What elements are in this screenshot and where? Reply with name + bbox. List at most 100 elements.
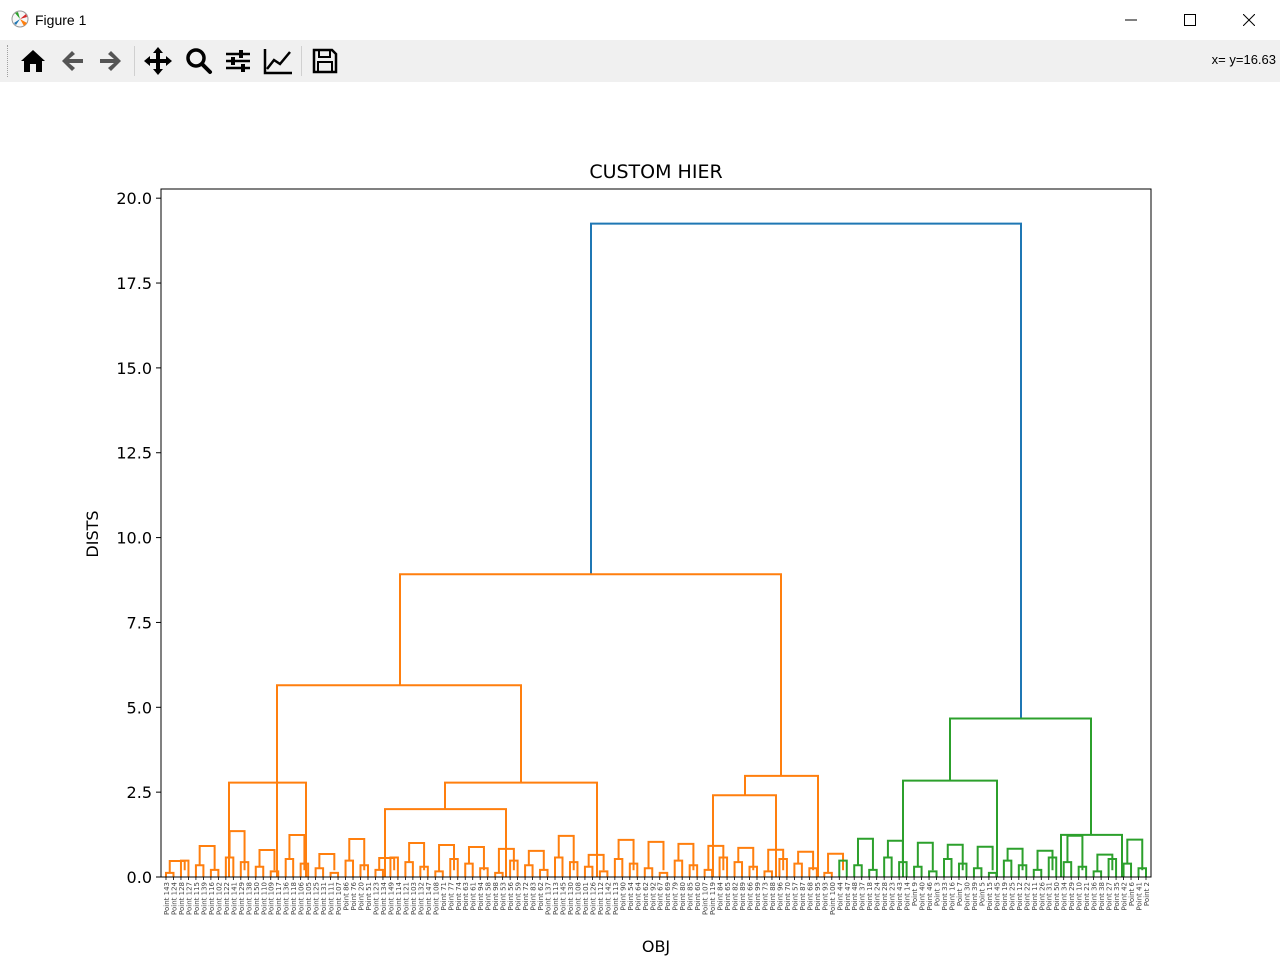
pan-button[interactable] xyxy=(141,44,175,78)
leaf-link xyxy=(617,838,635,871)
leaf-link xyxy=(288,834,306,871)
x-tick-label: Point 142 xyxy=(604,882,612,915)
x-tick-label: Point 45 xyxy=(993,882,1001,911)
leaf-link xyxy=(598,870,609,877)
leaf-links xyxy=(165,830,1147,877)
x-tick-label: Point 149 xyxy=(387,882,395,915)
leaf-link xyxy=(868,868,878,877)
toolbar-grip xyxy=(7,45,10,77)
leaf-link xyxy=(583,865,594,877)
x-tick-label: Point 113 xyxy=(612,882,620,915)
x-tick-label: Point 130 xyxy=(567,882,575,915)
x-tick-label: Point 33 xyxy=(941,882,949,911)
leaf-link xyxy=(1137,867,1147,877)
leaf-link xyxy=(957,862,968,877)
x-tick-label: Point 83 xyxy=(530,882,538,911)
merge-links xyxy=(228,222,1123,877)
x-tick-label: Point 28 xyxy=(881,882,889,911)
x-tick-label: Point 16 xyxy=(948,881,956,910)
figure-canvas[interactable]: 0.0 2.5 5.0 7.5 10.0 12.5 15.0 17.5 20.0 Point 1… xyxy=(0,82,1280,977)
leaf-link xyxy=(946,843,964,871)
x-tick-label: Point 79 xyxy=(672,882,680,911)
x-tick-label: Point 88 xyxy=(769,882,777,911)
close-button[interactable] xyxy=(1219,0,1279,40)
x-tick-label: Point 132 xyxy=(417,882,425,915)
x-tick-label: Point 108 xyxy=(574,882,582,915)
x-tick-label: Point 43 xyxy=(896,882,904,911)
leaf-link xyxy=(329,871,340,877)
leaf-link xyxy=(643,867,654,877)
leaf-link xyxy=(348,838,366,871)
leaf-link xyxy=(209,868,220,877)
x-tick-label: Point 2 xyxy=(1143,882,1151,906)
back-button[interactable] xyxy=(55,44,89,78)
x-tick-label: Point 62 xyxy=(642,882,650,911)
x-tick-label: Point 143 xyxy=(163,882,171,915)
edit-axis-button[interactable] xyxy=(261,44,295,78)
leaf-link xyxy=(793,862,803,877)
leaf-link xyxy=(318,852,336,871)
y-tick-label: 20.0 xyxy=(116,189,152,208)
x-tick-label: Point 145 xyxy=(559,882,567,915)
zoom-button[interactable] xyxy=(182,44,216,78)
navigation-toolbar xyxy=(0,40,1280,83)
close-icon xyxy=(1243,14,1255,26)
leaf-link xyxy=(1032,868,1043,877)
magnifier-icon xyxy=(186,48,212,74)
configure-subplots-button[interactable] xyxy=(221,44,255,78)
x-tick-label: Point 41 xyxy=(1136,882,1144,911)
leaf-link xyxy=(587,853,605,871)
x-tick-label: Point 14 xyxy=(904,881,912,910)
forward-button[interactable] xyxy=(94,44,128,78)
arrow-left-icon xyxy=(62,51,83,71)
toolbar-separator xyxy=(301,46,302,76)
x-tick-label: Point 59 xyxy=(515,882,523,911)
home-button[interactable] xyxy=(16,44,50,78)
leaf-link xyxy=(389,856,399,877)
leaf-link xyxy=(838,859,848,877)
maximize-icon xyxy=(1184,14,1196,26)
leaf-link xyxy=(913,865,923,877)
leaf-link xyxy=(1096,853,1114,872)
x-tick-label: Point 101 xyxy=(582,882,590,915)
leaf-link xyxy=(1017,864,1028,877)
leaf-link xyxy=(527,849,545,871)
x-tick-label: Point 108 xyxy=(432,882,440,915)
leaf-link xyxy=(733,861,744,877)
leaf-link xyxy=(228,830,246,871)
y-tick-label: 12.5 xyxy=(116,444,152,463)
y-tick-label: 15.0 xyxy=(116,359,152,378)
x-tick-label: Point 5 xyxy=(978,882,986,906)
leaf-link xyxy=(314,867,325,877)
x-tick-label: Point 11 xyxy=(1031,882,1039,911)
sliders-icon xyxy=(226,50,250,72)
merge-link xyxy=(712,794,777,877)
x-tick-label: Point 9 xyxy=(911,882,919,906)
x-tick-label: Point 50 xyxy=(1053,882,1061,911)
leaf-link xyxy=(1107,858,1118,877)
x-tick-label: Point 47 xyxy=(844,882,852,911)
y-tick-label: 10.0 xyxy=(116,529,152,548)
leaf-link xyxy=(628,862,639,877)
leaf-link xyxy=(179,859,190,877)
x-tick-label: Point 95 xyxy=(814,882,822,911)
leaf-link xyxy=(718,856,729,877)
leaf-link xyxy=(823,871,833,877)
minimize-button[interactable] xyxy=(1101,0,1161,40)
leaf-link xyxy=(808,867,818,877)
maximize-button[interactable] xyxy=(1160,0,1220,40)
leaf-link xyxy=(703,868,714,877)
x-tick-label: Point 31 xyxy=(1046,882,1054,911)
x-tick-label: Point 24 xyxy=(874,881,882,910)
x-tick-label: Point 25 xyxy=(1008,882,1016,911)
x-tick-label: Point 85 xyxy=(687,882,695,911)
x-tick-label: Point 116 xyxy=(208,881,216,915)
x-axis-label: OBJ xyxy=(642,937,670,956)
dendrogram-chart: 0.0 2.5 5.0 7.5 10.0 12.5 15.0 17.5 20.0 Point 1… xyxy=(83,161,1152,956)
x-tick-label: Point 110 xyxy=(260,882,268,915)
save-button[interactable] xyxy=(308,44,342,78)
leaf-link xyxy=(467,845,485,871)
leaf-link xyxy=(378,856,396,871)
x-tick-label: Point 27 xyxy=(1106,882,1114,911)
x-tick-label: Point 126 xyxy=(589,881,597,915)
